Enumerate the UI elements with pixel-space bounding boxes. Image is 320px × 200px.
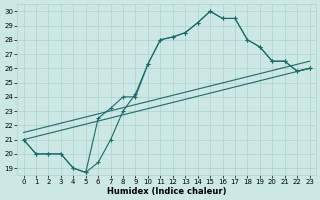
X-axis label: Humidex (Indice chaleur): Humidex (Indice chaleur) [107, 187, 226, 196]
